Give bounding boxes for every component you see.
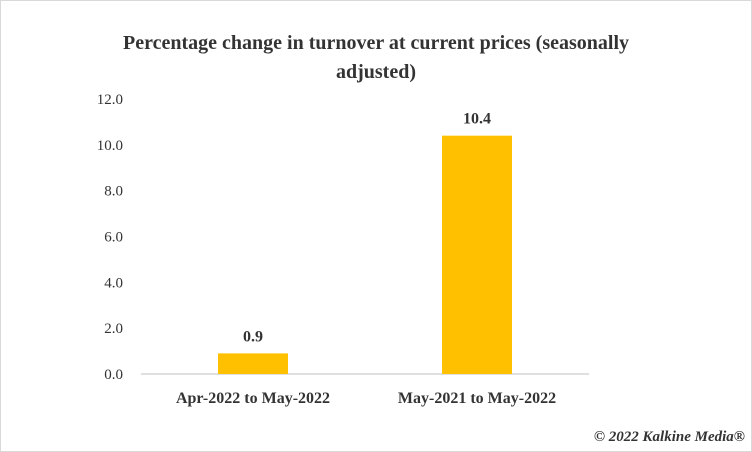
y-tick-label: 6.0 (104, 230, 123, 246)
y-tick-label: 12.0 (97, 92, 123, 108)
y-tick-label: 0.0 (104, 367, 123, 383)
chart-title-line-1: Percentage change in turnover at current… (123, 32, 629, 54)
y-tick-label: 4.0 (104, 275, 123, 291)
data-label: 0.9 (243, 328, 263, 345)
copyright-credit: © 2022 Kalkine Media® (593, 429, 745, 445)
y-tick-label: 10.0 (97, 138, 123, 154)
y-tick-label: 8.0 (104, 184, 123, 200)
x-category-label: May-2021 to May-2022 (398, 390, 556, 407)
chart-title-line-2: adjusted) (336, 61, 416, 83)
y-tick-label: 2.0 (104, 321, 123, 337)
bar (442, 135, 512, 374)
data-label: 10.4 (463, 111, 491, 128)
x-category-label: Apr-2022 to May-2022 (176, 390, 330, 407)
plot-area: 0.0 2.0 4.0 6.0 8.0 10.0 12.0 0.9 Apr-2022 to Ma… (97, 92, 589, 407)
bar (218, 353, 288, 374)
